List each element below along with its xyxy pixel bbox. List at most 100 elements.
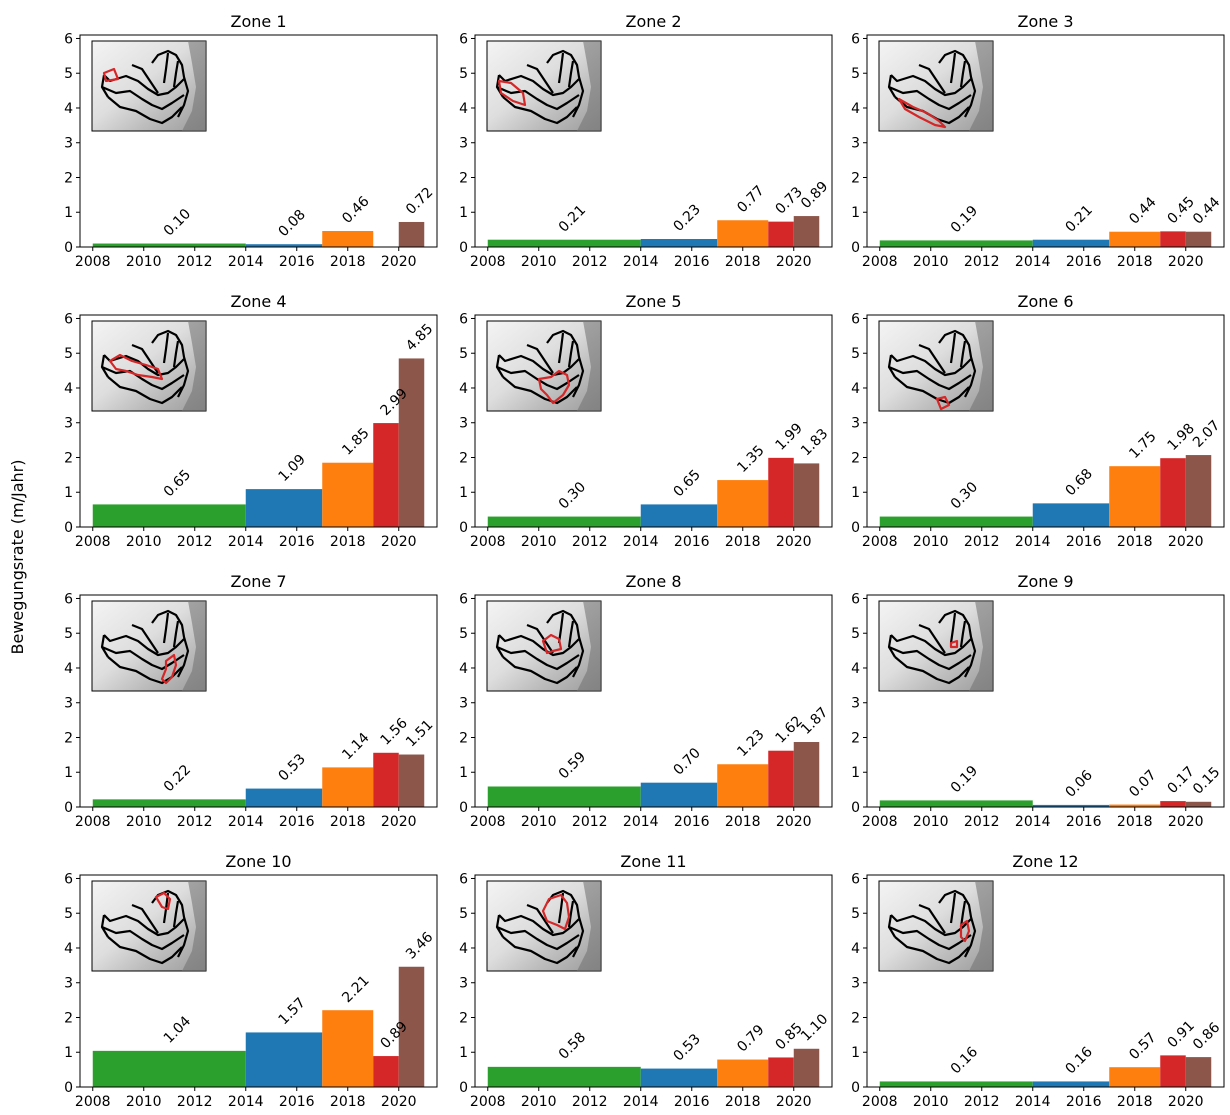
x-tick-label: 2008	[75, 254, 111, 270]
bar	[1160, 801, 1186, 807]
x-tick-label: 2012	[572, 814, 608, 830]
inset-zone-outline	[887, 914, 896, 938]
data-label: 0.21	[1063, 202, 1096, 235]
y-tick-label: 1	[459, 765, 468, 781]
bar	[92, 504, 246, 527]
inset-zone-outline	[103, 354, 185, 377]
bar	[879, 800, 1033, 807]
y-tick-label: 5	[64, 66, 73, 82]
bar	[1160, 1055, 1186, 1087]
bar	[1160, 458, 1186, 527]
x-tick-label: 2018	[1117, 1094, 1153, 1110]
x-tick-label: 2016	[1066, 254, 1102, 270]
inset-zone-outline	[557, 52, 565, 84]
data-label: 1.35	[734, 443, 767, 476]
x-tick-label: 2010	[913, 534, 949, 550]
y-tick-label: 4	[64, 381, 73, 397]
inset-zone-outline	[131, 63, 159, 94]
inset-zone-outline	[894, 936, 970, 965]
data-label: 0.68	[1063, 466, 1096, 499]
inset-map	[486, 320, 602, 412]
bar	[322, 767, 374, 807]
inset-highlight-outline	[537, 369, 571, 405]
bar	[373, 423, 399, 527]
inset-map	[486, 880, 602, 972]
x-tick-label: 2008	[862, 814, 898, 830]
y-tick-label: 1	[459, 1045, 468, 1061]
x-tick-label: 2018	[1117, 814, 1153, 830]
y-tick-label: 0	[851, 800, 860, 816]
inset-zone-outline	[890, 634, 972, 657]
x-tick-label: 2020	[381, 1094, 417, 1110]
inset-map-shade	[969, 321, 993, 411]
bar	[717, 1059, 769, 1087]
axes-frame	[866, 34, 1225, 248]
data-label: 0.44	[1126, 194, 1159, 227]
inset-zone-outline	[888, 645, 972, 671]
x-tick-label: 2018	[330, 1094, 366, 1110]
data-label: 0.19	[948, 763, 981, 796]
x-tick-label: 2020	[381, 534, 417, 550]
inset-zone-outline	[100, 354, 109, 378]
y-tick-label: 4	[851, 101, 860, 117]
panel-title: Zone 7	[231, 572, 287, 591]
inset-zone-outline	[567, 340, 575, 368]
x-tick-label: 2016	[279, 1094, 315, 1110]
inset-highlight-outline	[959, 919, 971, 943]
x-tick-label: 2016	[674, 814, 710, 830]
bar	[92, 243, 246, 247]
y-tick-label: 6	[851, 31, 860, 47]
y-tick-label: 5	[851, 906, 860, 922]
bar	[373, 752, 399, 807]
bar	[1109, 231, 1161, 247]
inset-zone-outline	[918, 903, 946, 934]
data-label: 0.10	[161, 206, 194, 239]
inset-zone-outline	[107, 96, 183, 125]
data-label: 0.45	[1165, 194, 1198, 227]
y-tick-label: 1	[851, 485, 860, 501]
inset-zone-outline	[887, 354, 896, 378]
x-tick-label: 2018	[1117, 534, 1153, 550]
inset-zone-outline	[495, 914, 504, 938]
y-tick-label: 6	[64, 871, 73, 887]
x-tick-label: 2010	[126, 534, 162, 550]
y-tick-label: 5	[64, 346, 73, 362]
inset-zone-outline	[100, 914, 109, 938]
data-label: 1.14	[339, 730, 372, 763]
y-tick-label: 4	[459, 941, 468, 957]
inset-zone-outline	[162, 612, 170, 644]
y-tick-label: 1	[64, 765, 73, 781]
y-tick-label: 3	[851, 696, 860, 712]
data-label: 0.08	[276, 207, 309, 240]
inset-zone-outline	[107, 376, 183, 405]
bar	[640, 782, 718, 807]
y-tick-label: 5	[459, 906, 468, 922]
inset-zone-outline	[959, 60, 967, 88]
inset-zone-outline	[938, 49, 977, 118]
y-tick-label: 4	[459, 101, 468, 117]
inset-zone-outline	[172, 340, 180, 368]
bar	[487, 239, 641, 247]
inset-zone-outline	[101, 925, 185, 951]
x-tick-label: 2014	[1015, 534, 1051, 550]
inset-highlight-outline	[102, 67, 120, 83]
y-tick-label: 0	[851, 1080, 860, 1096]
y-tick-label: 0	[851, 240, 860, 256]
inset-zone-outline	[887, 74, 896, 98]
inset-zone-outline	[162, 52, 170, 84]
bar	[245, 788, 323, 807]
y-tick-label: 4	[459, 381, 468, 397]
inset-zone-outline	[938, 889, 977, 958]
data-label: 0.21	[556, 202, 589, 235]
y-tick-label: 2	[459, 1010, 468, 1026]
bar	[1032, 239, 1110, 247]
y-tick-label: 4	[851, 381, 860, 397]
x-tick-label: 2020	[381, 254, 417, 270]
inset-zone-outline	[888, 85, 972, 111]
x-tick-label: 2014	[228, 534, 264, 550]
axes-frame	[866, 874, 1225, 1088]
y-tick-label: 6	[851, 591, 860, 607]
y-tick-label: 6	[64, 591, 73, 607]
